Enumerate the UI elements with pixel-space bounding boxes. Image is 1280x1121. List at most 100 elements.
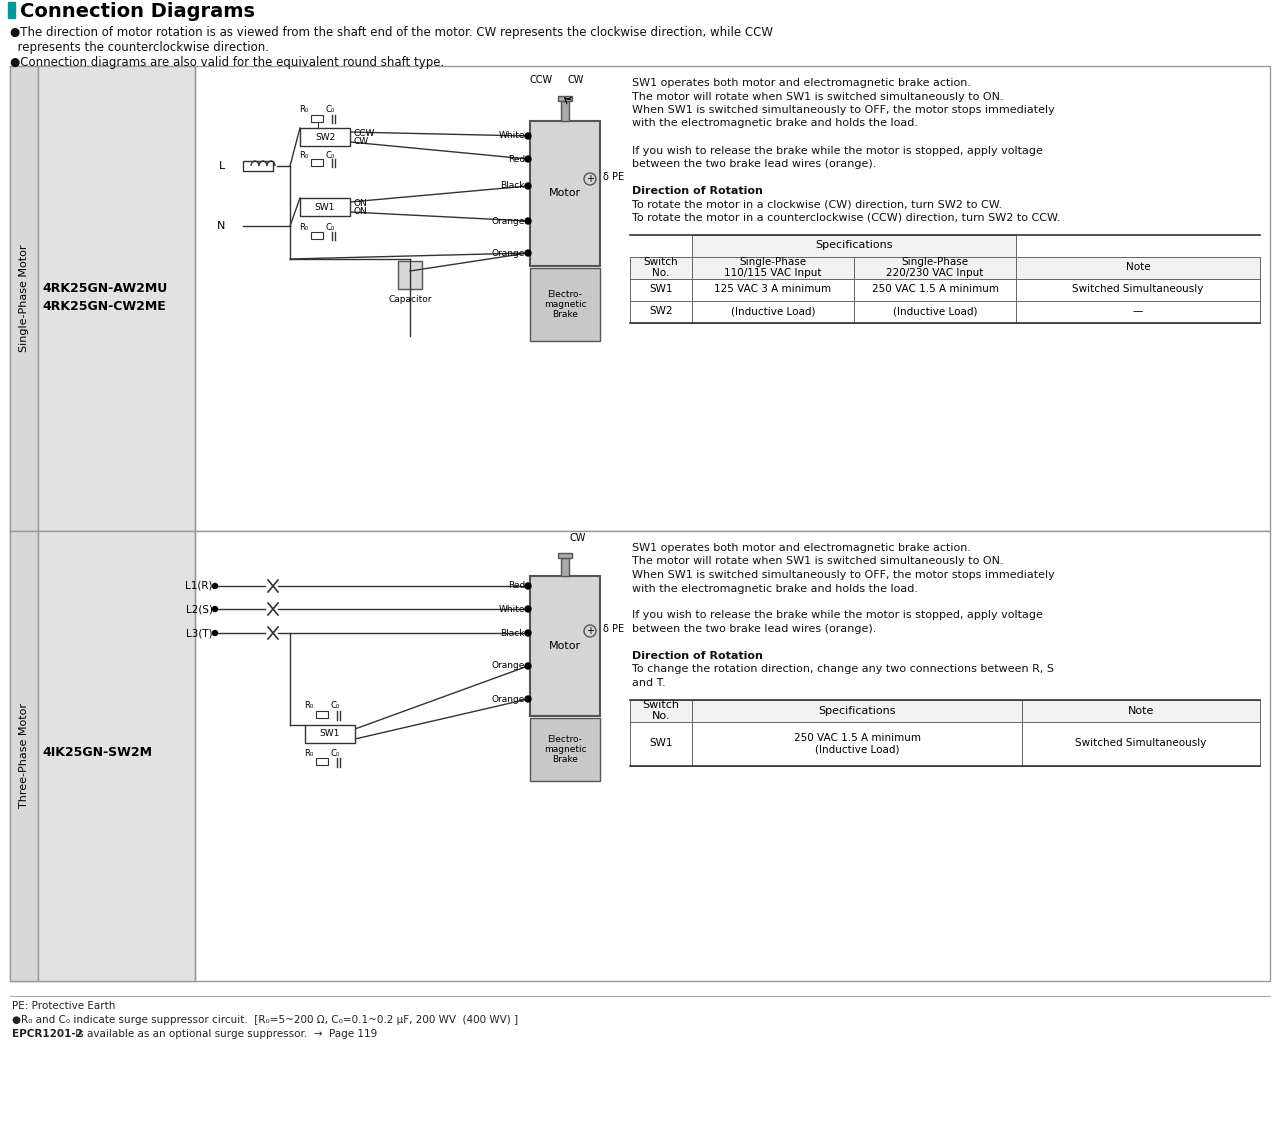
Text: Direction of Rotation: Direction of Rotation bbox=[632, 651, 763, 661]
Text: Orange: Orange bbox=[492, 216, 525, 225]
Text: PE: Protective Earth: PE: Protective Earth bbox=[12, 1001, 115, 1011]
Bar bbox=[561, 101, 570, 121]
Circle shape bbox=[212, 630, 218, 636]
Text: Specifications: Specifications bbox=[815, 241, 892, 250]
Text: Orange: Orange bbox=[492, 661, 525, 670]
Text: R₀: R₀ bbox=[300, 223, 308, 232]
Bar bbox=[38, 531, 195, 981]
Circle shape bbox=[525, 630, 531, 636]
Text: When SW1 is switched simultaneously to OFF, the motor stops immediately: When SW1 is switched simultaneously to O… bbox=[632, 105, 1055, 115]
Text: R₀: R₀ bbox=[300, 104, 308, 113]
Text: R₀: R₀ bbox=[305, 749, 314, 758]
Bar bbox=[8, 2, 15, 18]
Text: SW2: SW2 bbox=[649, 306, 673, 316]
Text: C₀: C₀ bbox=[325, 150, 334, 159]
Text: Note: Note bbox=[1125, 262, 1151, 272]
Text: If you wish to release the brake while the motor is stopped, apply voltage: If you wish to release the brake while t… bbox=[632, 146, 1043, 156]
Bar bbox=[300, 128, 349, 146]
Text: Note: Note bbox=[1128, 705, 1155, 715]
Text: Orange: Orange bbox=[492, 695, 525, 704]
Circle shape bbox=[525, 663, 531, 669]
Text: ●The direction of motor rotation is as viewed from the shaft end of the motor. C: ●The direction of motor rotation is as v… bbox=[10, 26, 773, 39]
Text: To rotate the motor in a clockwise (CW) direction, turn SW2 to CW.: To rotate the motor in a clockwise (CW) … bbox=[632, 200, 1002, 210]
Text: Black: Black bbox=[500, 182, 525, 191]
Text: Direction of Rotation: Direction of Rotation bbox=[632, 186, 763, 196]
Bar bbox=[692, 234, 1016, 257]
Text: R₀: R₀ bbox=[300, 150, 308, 159]
Text: Capacitor: Capacitor bbox=[388, 295, 431, 304]
Bar bbox=[630, 257, 692, 278]
Bar bbox=[305, 725, 355, 743]
Text: Black: Black bbox=[500, 629, 525, 638]
Bar bbox=[530, 121, 600, 266]
Text: Electro-
magnetic
Brake: Electro- magnetic Brake bbox=[544, 734, 586, 765]
Text: If you wish to release the brake while the motor is stopped, apply voltage: If you wish to release the brake while t… bbox=[632, 611, 1043, 621]
Bar bbox=[10, 531, 1270, 981]
Text: between the two brake lead wires (orange).: between the two brake lead wires (orange… bbox=[632, 159, 877, 169]
Bar bbox=[561, 558, 570, 576]
Circle shape bbox=[525, 217, 531, 224]
Text: Motor: Motor bbox=[549, 188, 581, 198]
Bar bbox=[854, 278, 1016, 300]
Text: C₀: C₀ bbox=[325, 104, 334, 113]
Text: Switch
No.: Switch No. bbox=[643, 700, 680, 721]
Text: White: White bbox=[498, 131, 525, 140]
Bar bbox=[10, 66, 38, 531]
Bar bbox=[1016, 278, 1260, 300]
Text: 250 VAC 1.5 A minimum: 250 VAC 1.5 A minimum bbox=[872, 285, 998, 295]
Bar bbox=[10, 531, 38, 981]
Text: L1(R): L1(R) bbox=[186, 581, 212, 591]
Text: C₀: C₀ bbox=[325, 223, 334, 232]
Bar bbox=[692, 278, 854, 300]
Bar bbox=[692, 700, 1021, 722]
Text: is available as an optional surge suppressor.  →  Page 119: is available as an optional surge suppre… bbox=[72, 1029, 378, 1039]
Bar bbox=[316, 758, 328, 765]
Text: 4RK25GN-CW2ME: 4RK25GN-CW2ME bbox=[42, 300, 165, 313]
Bar bbox=[630, 300, 692, 323]
Circle shape bbox=[212, 606, 218, 611]
Text: —: — bbox=[1133, 306, 1143, 316]
Circle shape bbox=[525, 696, 531, 702]
Text: The motor will rotate when SW1 is switched simultaneously to ON.: The motor will rotate when SW1 is switch… bbox=[632, 556, 1004, 566]
Text: SW1 operates both motor and electromagnetic brake action.: SW1 operates both motor and electromagne… bbox=[632, 543, 972, 553]
Bar bbox=[1016, 257, 1260, 278]
Text: To change the rotation direction, change any two connections between R, S: To change the rotation direction, change… bbox=[632, 665, 1053, 675]
Text: White: White bbox=[498, 604, 525, 613]
Bar bbox=[1021, 700, 1260, 722]
Bar bbox=[530, 576, 600, 716]
Text: 4IK25GN-SW2M: 4IK25GN-SW2M bbox=[42, 745, 152, 759]
Bar bbox=[311, 115, 323, 122]
Text: Electro-
magnetic
Brake: Electro- magnetic Brake bbox=[544, 289, 586, 319]
Text: SW1: SW1 bbox=[649, 739, 673, 749]
Text: L2(S): L2(S) bbox=[186, 604, 212, 614]
Text: N: N bbox=[216, 221, 225, 231]
Bar bbox=[558, 553, 572, 558]
Text: Switched Simultaneously: Switched Simultaneously bbox=[1075, 739, 1207, 749]
Bar bbox=[10, 66, 1270, 531]
Text: Connection Diagrams: Connection Diagrams bbox=[20, 2, 255, 21]
Bar bbox=[558, 96, 572, 101]
Text: L3(T): L3(T) bbox=[187, 628, 212, 638]
Bar bbox=[311, 159, 323, 166]
Text: Switch
No.: Switch No. bbox=[644, 257, 678, 278]
Text: ON: ON bbox=[353, 207, 367, 216]
Text: SW1 operates both motor and electromagnetic brake action.: SW1 operates both motor and electromagne… bbox=[632, 78, 972, 89]
Circle shape bbox=[525, 606, 531, 612]
Text: (Inductive Load): (Inductive Load) bbox=[892, 306, 977, 316]
Text: with the electromagnetic brake and holds the load.: with the electromagnetic brake and holds… bbox=[632, 119, 918, 129]
Bar bbox=[692, 722, 1021, 766]
Text: Specifications: Specifications bbox=[818, 705, 896, 715]
Text: EPCR1201-2: EPCR1201-2 bbox=[12, 1029, 83, 1039]
Text: +: + bbox=[586, 626, 594, 636]
Text: 4RK25GN-AW2MU: 4RK25GN-AW2MU bbox=[42, 282, 168, 295]
Text: +: + bbox=[586, 174, 594, 184]
Text: C₀: C₀ bbox=[330, 701, 339, 710]
Text: ●R₀ and C₀ indicate surge suppressor circuit.  [R₀=5~200 Ω, C₀=0.1~0.2 μF, 200 W: ●R₀ and C₀ indicate surge suppressor cir… bbox=[12, 1015, 518, 1025]
Text: ON: ON bbox=[353, 198, 367, 207]
Text: (Inductive Load): (Inductive Load) bbox=[731, 306, 815, 316]
Text: SW1: SW1 bbox=[649, 285, 673, 295]
Text: SW1: SW1 bbox=[320, 730, 340, 739]
Text: Switched Simultaneously: Switched Simultaneously bbox=[1073, 285, 1203, 295]
Text: R₀: R₀ bbox=[305, 701, 314, 710]
Circle shape bbox=[525, 133, 531, 139]
